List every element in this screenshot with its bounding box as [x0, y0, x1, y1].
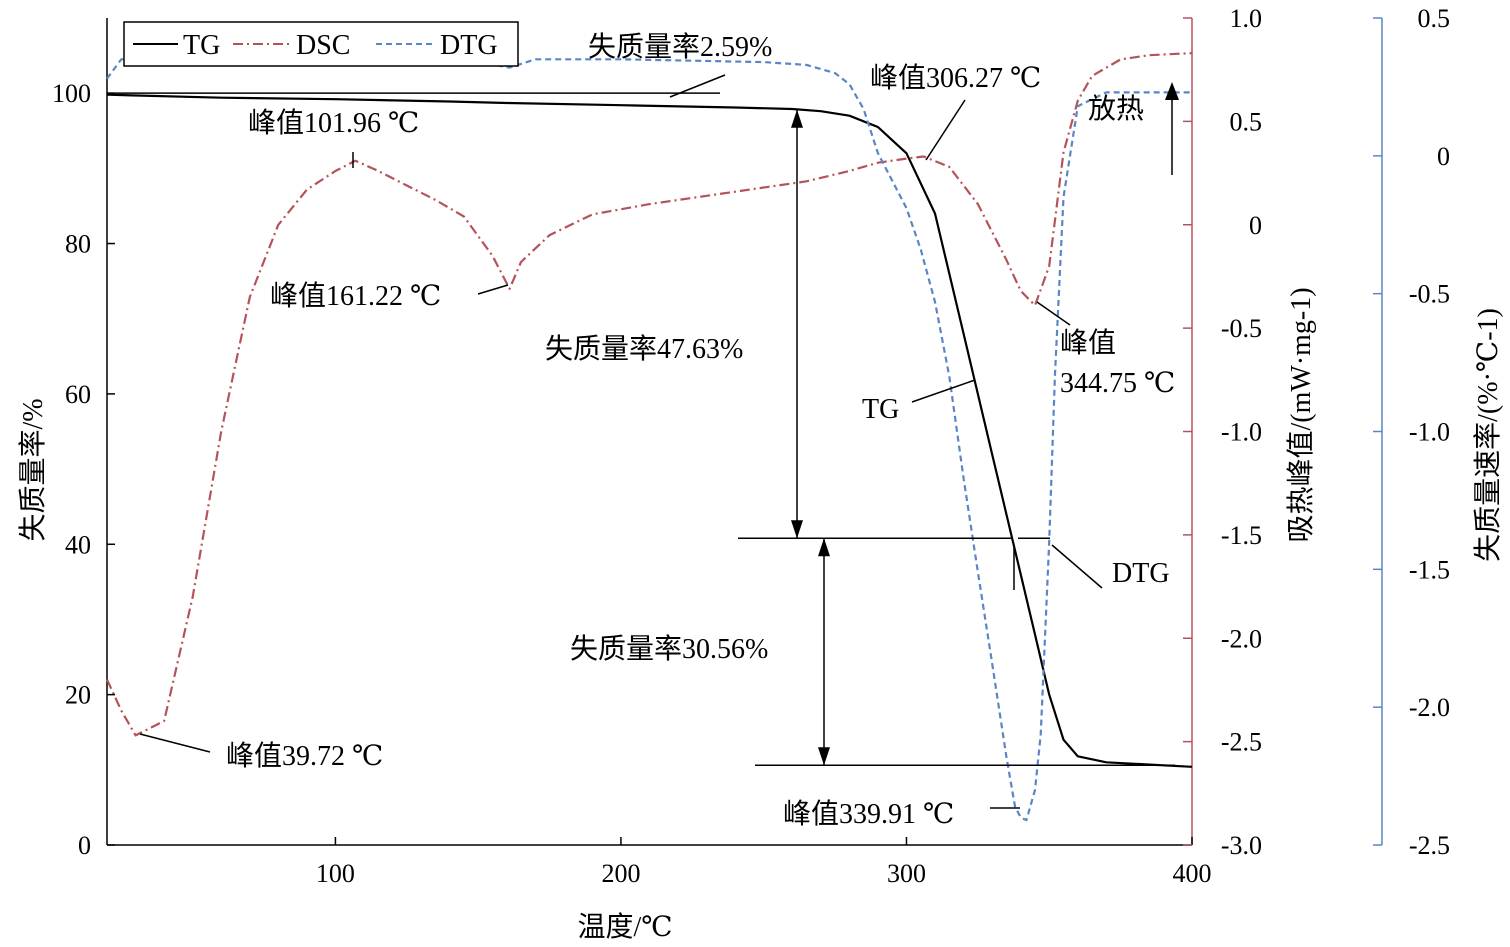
- middle-tick-label-5: -0.5: [1221, 314, 1262, 343]
- annotation-peak-339: 峰值339.91 ℃: [783, 798, 954, 830]
- middle-tick-label-4: -1.0: [1221, 418, 1262, 447]
- series-line-tg: [106, 93, 1193, 768]
- leader-peak-344: [1036, 301, 1071, 326]
- left-tick-label-5: 100: [52, 79, 91, 108]
- x-axis-label: 温度/℃: [577, 911, 672, 943]
- annotation-loss-4763: 失质量率47.63%: [545, 333, 743, 365]
- x-tick-label-1: 200: [601, 859, 640, 888]
- right-axis-label: 失质量速率/(%·℃-1): [1472, 308, 1504, 562]
- left-tick-label-2: 40: [65, 530, 91, 559]
- leader-peak-306: [925, 99, 966, 161]
- right-tick-label-1: -2.0: [1409, 693, 1450, 722]
- left-tick-label-1: 20: [65, 681, 91, 710]
- middle-tick-label-8: 1.0: [1230, 4, 1263, 33]
- annotation-peak-306: 峰值306.27 ℃: [870, 62, 1041, 94]
- right-tick-label-2: -1.5: [1409, 555, 1450, 584]
- left-tick-label-0: 0: [78, 831, 91, 860]
- arrow-loss-4763-head-top: [791, 109, 803, 128]
- middle-tick-label-6: 0: [1249, 211, 1262, 240]
- annotation-peak-39: 峰值39.72 ℃: [226, 740, 383, 772]
- annotation-peak-344-line2: 344.75 ℃: [1060, 368, 1175, 399]
- annotation-peak-101: 峰值101.96 ℃: [248, 107, 419, 139]
- x-tick-label-2: 300: [887, 859, 926, 888]
- middle-tick-label-3: -1.5: [1221, 521, 1262, 550]
- leader-peak-39: [139, 733, 211, 753]
- annotation-dtg-label: DTG: [1112, 558, 1170, 589]
- leader-dtg: [1051, 544, 1103, 589]
- annotation-loss-259: 失质量率2.59%: [588, 31, 772, 63]
- middle-tick-label-0: -3.0: [1221, 831, 1262, 860]
- leader-peak-161: [477, 284, 509, 295]
- middle-axis-label: 吸热峰值/(mW·mg-1): [1285, 287, 1317, 542]
- right-tick-label-4: -0.5: [1409, 280, 1450, 309]
- legend: TG DSC DTG: [123, 21, 519, 67]
- leader-tg: [911, 379, 976, 403]
- annotation-peak-161: 峰值161.22 ℃: [270, 280, 441, 312]
- annotation-layer: [107, 74, 1179, 809]
- x-tick-label-3: 400: [1173, 859, 1212, 888]
- right-tick-label-3: -1.0: [1409, 418, 1450, 447]
- series-line-dsc: [106, 52, 1193, 737]
- series-line-dtg: [106, 52, 1192, 822]
- left-tick-label-4: 80: [65, 230, 91, 259]
- arrow-loss-3056-head-bottom: [818, 747, 830, 766]
- arrow-loss-4763-head-bottom: [791, 520, 803, 539]
- annotation-exo: 放热: [1088, 93, 1144, 125]
- series-layer: [106, 52, 1193, 822]
- legend-label-dsc: DSC: [296, 30, 350, 61]
- middle-tick-label-7: 0.5: [1230, 107, 1263, 136]
- tick-layer: 100 200 300 400 0 20 40 60 80 100 -3.0 -2.5 -2.0 -1.5…: [52, 4, 1450, 888]
- x-tick-label-0: 100: [316, 859, 355, 888]
- leader-loss-259: [669, 74, 726, 98]
- right-tick-label-0: -2.5: [1409, 831, 1450, 860]
- right-tick-label-5: 0: [1437, 142, 1450, 171]
- right-tick-label-6: 0.5: [1418, 4, 1451, 33]
- left-tick-label-3: 60: [65, 380, 91, 409]
- left-axis-label: 失质量率/%: [17, 398, 49, 541]
- arrow-exo-head: [1165, 82, 1179, 100]
- legend-label-tg: TG: [183, 30, 220, 61]
- annotation-tg-label: TG: [862, 394, 899, 425]
- legend-label-dtg: DTG: [440, 30, 498, 61]
- middle-tick-label-2: -2.0: [1221, 624, 1262, 653]
- middle-tick-label-1: -2.5: [1221, 728, 1262, 757]
- annotation-loss-3056: 失质量率30.56%: [570, 633, 768, 665]
- arrow-loss-3056-head-top: [818, 538, 830, 557]
- annotation-peak-344-line1: 峰值: [1060, 327, 1116, 359]
